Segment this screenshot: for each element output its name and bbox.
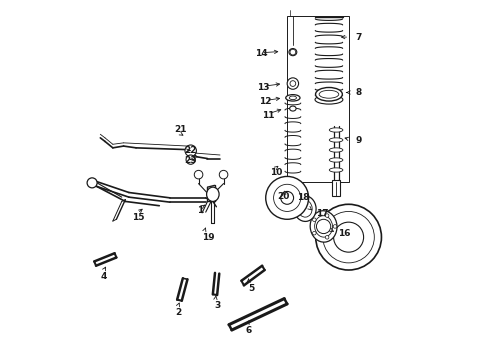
Text: 18: 18 xyxy=(297,193,309,202)
Text: 19: 19 xyxy=(202,233,215,242)
Text: 20: 20 xyxy=(277,192,290,201)
Circle shape xyxy=(290,49,296,55)
Circle shape xyxy=(323,211,374,263)
Text: 7: 7 xyxy=(356,33,362,42)
Circle shape xyxy=(186,155,196,164)
Circle shape xyxy=(266,176,309,219)
Text: 12: 12 xyxy=(259,97,272,106)
Ellipse shape xyxy=(329,158,343,162)
Text: 17: 17 xyxy=(317,210,329,219)
Text: 16: 16 xyxy=(338,229,350,238)
Bar xyxy=(332,180,340,196)
Circle shape xyxy=(313,218,316,221)
Text: 23: 23 xyxy=(184,156,197,165)
Circle shape xyxy=(325,235,329,239)
Circle shape xyxy=(273,184,301,211)
Text: 2: 2 xyxy=(175,308,182,317)
Circle shape xyxy=(287,78,298,89)
Circle shape xyxy=(333,225,337,228)
Circle shape xyxy=(87,178,97,188)
Text: 21: 21 xyxy=(174,126,187,135)
Ellipse shape xyxy=(294,196,316,221)
Circle shape xyxy=(290,81,296,86)
Ellipse shape xyxy=(329,168,343,172)
Ellipse shape xyxy=(319,90,339,98)
Ellipse shape xyxy=(310,211,337,242)
Circle shape xyxy=(316,204,381,270)
Circle shape xyxy=(194,170,203,179)
Circle shape xyxy=(185,145,196,157)
Ellipse shape xyxy=(286,95,300,101)
Text: 22: 22 xyxy=(184,146,197,155)
Ellipse shape xyxy=(329,128,343,132)
Text: 5: 5 xyxy=(248,284,255,293)
Text: 13: 13 xyxy=(258,83,270,92)
Text: 10: 10 xyxy=(270,168,282,177)
Text: 14: 14 xyxy=(255,49,268,58)
Text: 6: 6 xyxy=(245,325,251,334)
Ellipse shape xyxy=(329,138,343,142)
Ellipse shape xyxy=(315,95,343,104)
Ellipse shape xyxy=(289,49,297,56)
Text: 11: 11 xyxy=(262,111,275,120)
Circle shape xyxy=(317,219,331,234)
Text: 3: 3 xyxy=(215,301,221,310)
Circle shape xyxy=(313,231,316,235)
Text: 1: 1 xyxy=(197,206,203,215)
Ellipse shape xyxy=(329,148,343,152)
Ellipse shape xyxy=(290,106,296,111)
Ellipse shape xyxy=(207,187,219,202)
Ellipse shape xyxy=(289,96,296,100)
Text: 4: 4 xyxy=(100,272,107,281)
Ellipse shape xyxy=(298,200,312,217)
Circle shape xyxy=(325,214,329,217)
Circle shape xyxy=(220,170,228,179)
Text: 15: 15 xyxy=(132,213,145,222)
Circle shape xyxy=(334,222,364,252)
Circle shape xyxy=(281,192,294,204)
Text: 8: 8 xyxy=(356,88,362,97)
Ellipse shape xyxy=(316,87,343,101)
Bar xyxy=(287,16,349,182)
Text: 9: 9 xyxy=(356,136,362,145)
Ellipse shape xyxy=(315,216,333,237)
